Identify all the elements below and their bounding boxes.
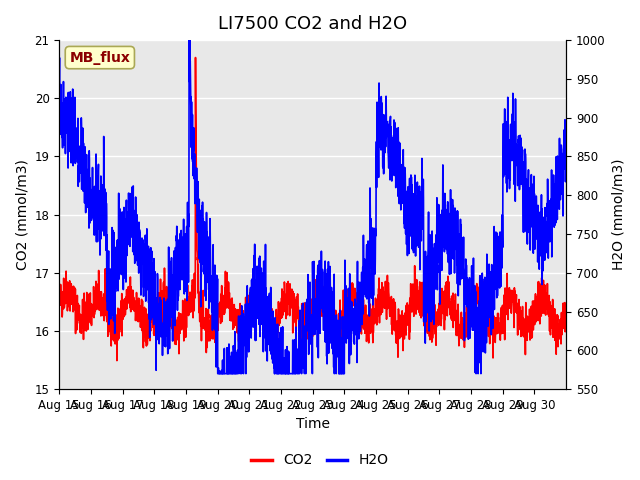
Text: MB_flux: MB_flux [69, 50, 131, 65]
Legend: CO2, H2O: CO2, H2O [246, 448, 394, 473]
Title: LI7500 CO2 and H2O: LI7500 CO2 and H2O [218, 15, 407, 33]
X-axis label: Time: Time [296, 418, 330, 432]
Y-axis label: H2O (mmol/m3): H2O (mmol/m3) [611, 159, 625, 270]
Y-axis label: CO2 (mmol/m3): CO2 (mmol/m3) [15, 159, 29, 270]
